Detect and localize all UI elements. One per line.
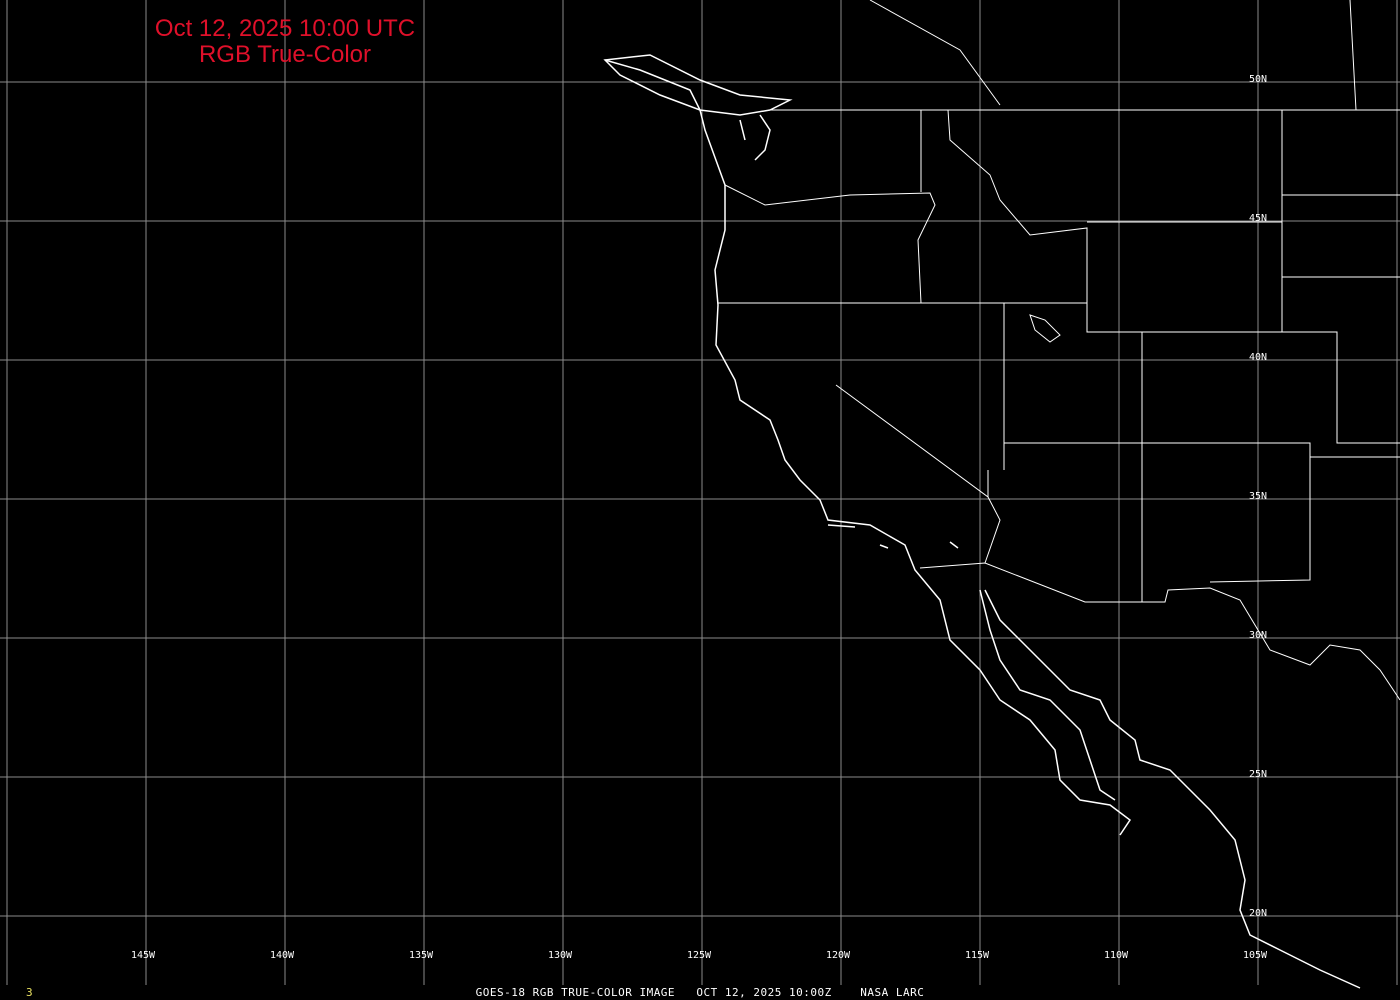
mainland-mexico-coast: [984, 589, 1361, 989]
latitude-label: 30N: [1249, 630, 1268, 641]
longitude-label: 130W: [548, 950, 573, 961]
longitude-label: 135W: [409, 950, 434, 961]
id-mt-border: [947, 109, 1143, 602]
az-nm-border: [1004, 442, 1400, 583]
canada-interior-line: [869, 0, 1357, 111]
baja-gulf-coast: [979, 589, 1116, 801]
image-product-name: RGB True-Color: [198, 41, 372, 68]
longitude-label: 115W: [965, 950, 990, 961]
latitude-label: 50N: [1249, 74, 1268, 85]
image-timestamp: Oct 12, 2025 10:00 UTC: [154, 15, 416, 42]
latitude-label: 45N: [1249, 213, 1268, 224]
political-borders: [718, 0, 1400, 701]
latitude-label: 40N: [1249, 352, 1268, 363]
latitude-label: 25N: [1249, 769, 1268, 780]
ut-wy-co-border: [1142, 331, 1400, 444]
longitude-label: 140W: [270, 950, 295, 961]
longitude-label: 145W: [131, 950, 156, 961]
longitude-label: 120W: [826, 950, 851, 961]
great-salt-lake: [1029, 314, 1061, 343]
coastlines: [603, 54, 1361, 989]
ca-nv-border: [835, 384, 1001, 564]
longitude-label: 125W: [687, 950, 712, 961]
frame-number: 3: [26, 986, 33, 999]
puget-sound: [739, 114, 771, 161]
pacific-coastline: [604, 59, 1132, 836]
channel-islands: [827, 524, 959, 549]
wa-or-border: [724, 184, 936, 304]
image-caption: GOES-18 RGB TRUE-COLOR IMAGE OCT 12, 202…: [475, 986, 925, 999]
us-mexico-border: [919, 562, 1400, 701]
latitude-label: 20N: [1249, 908, 1268, 919]
longitude-label: 105W: [1243, 950, 1268, 961]
longitude-label: 110W: [1104, 950, 1129, 961]
latitude-label: 35N: [1249, 491, 1268, 502]
mt-wy-border: [1087, 110, 1400, 332]
